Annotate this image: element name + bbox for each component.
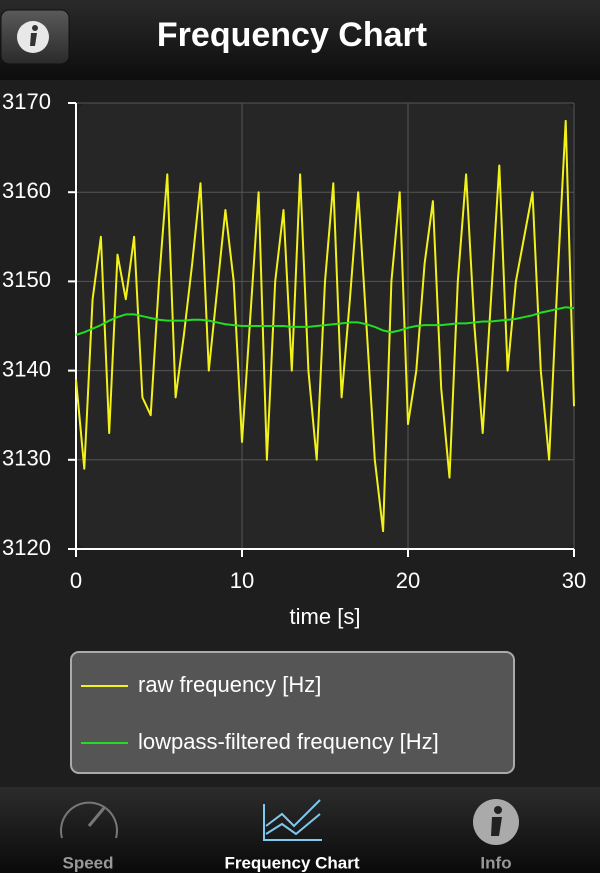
legend-label: lowpass-filtered frequency [Hz] bbox=[138, 729, 439, 754]
y-tick-label: 3140 bbox=[2, 356, 51, 381]
chart-icon bbox=[263, 799, 322, 841]
speed-icon bbox=[60, 801, 118, 839]
legend-label: raw frequency [Hz] bbox=[138, 672, 321, 697]
x-tick-label: 20 bbox=[396, 568, 420, 593]
info-button[interactable] bbox=[0, 9, 70, 65]
tab-label[interactable]: Frequency Chart bbox=[224, 853, 359, 872]
header-title: Frequency Chart bbox=[157, 16, 427, 54]
info-tab-icon bbox=[473, 799, 519, 845]
y-tick-label: 3160 bbox=[2, 178, 51, 203]
y-tick-label: 3120 bbox=[2, 535, 51, 560]
y-tick-label: 3130 bbox=[2, 446, 51, 471]
tab-label[interactable]: Speed bbox=[62, 853, 113, 872]
x-tick-label: 10 bbox=[230, 568, 254, 593]
legend bbox=[70, 651, 515, 774]
y-tick-label: 3170 bbox=[2, 89, 51, 114]
tab-label[interactable]: Info bbox=[480, 853, 511, 872]
y-tick-label: 3150 bbox=[2, 267, 51, 292]
x-tick-label: 30 bbox=[562, 568, 586, 593]
data-line bbox=[75, 306, 575, 336]
x-axis-label: time [s] bbox=[290, 604, 361, 629]
x-tick-label: 0 bbox=[70, 568, 82, 593]
header-bar bbox=[0, 0, 600, 80]
data-line bbox=[75, 119, 575, 533]
